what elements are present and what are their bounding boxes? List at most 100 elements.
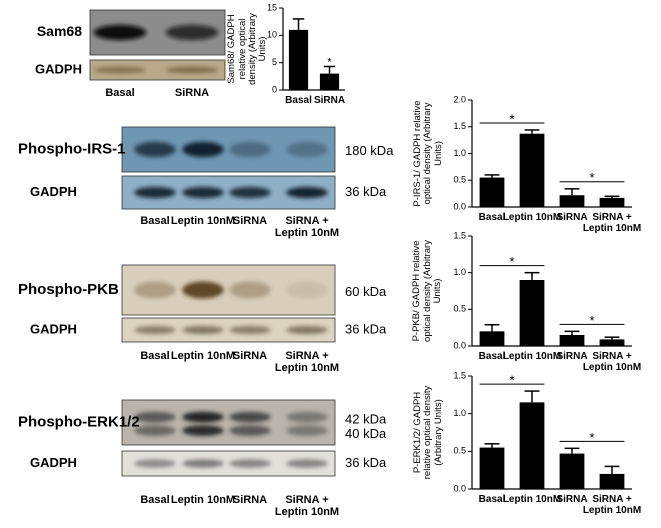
band [134,459,176,468]
x-tick-label: SiRNA [556,212,588,223]
bar [519,133,545,207]
blot-target-label: Phospho-ERK1/2 [18,413,140,430]
y-tick-label: 0.0 [453,201,466,211]
significance-label: * [509,373,514,388]
bar [599,339,625,346]
y-tick-label: 0 [272,84,277,94]
band [182,141,224,158]
band [286,425,328,436]
lane-label: Basal [140,350,170,362]
bar [479,331,505,346]
kda-label: 180 kDa [345,143,394,158]
band [182,425,224,436]
lane-label: SiRNA + Leptin 10nM [274,215,340,240]
lane-label: Basal [105,87,135,99]
bar [479,177,505,207]
x-tick-label: SiRNA [313,95,346,106]
bar [319,73,340,90]
band [134,411,176,423]
bar [479,447,505,489]
y-axis-label: P-IRS-1/ GADPH relative optical density … [375,100,482,207]
lane-label: Leptin 10nM [170,215,236,227]
blot-control-label: GADPH [30,184,77,199]
x-tick-label: Leptin 10nM [502,351,562,362]
bar [288,29,309,90]
kda-label: 36 kDa [345,455,387,470]
band [165,66,219,74]
band [134,425,176,436]
band [165,24,219,41]
x-tick-label: Basal [285,95,312,106]
band [286,186,328,199]
y-tick-label: 1.5 [453,370,466,380]
y-tick-label: 15 [267,2,277,12]
band [93,66,147,74]
lane-label: Leptin 10nM [170,494,236,506]
band [182,325,224,335]
band [286,411,328,423]
bar [519,402,545,489]
y-tick-label: 1.0 [453,267,466,277]
band [229,141,271,158]
y-tick-label: 1.0 [453,408,466,418]
y-tick-label: 0.5 [453,446,466,456]
x-tick-label: SiRNA + Leptin 10nM [582,351,642,373]
y-tick-label: 10 [267,30,277,40]
significance-label: * [327,56,332,68]
x-tick-label: Basal [478,212,506,223]
band [134,281,176,299]
lane-label: Leptin 10nM [170,350,236,362]
blot-control-label: GADPH [30,321,77,336]
band [134,141,176,158]
band [229,411,271,423]
band [93,24,147,41]
bar [559,195,585,207]
bar [519,280,545,346]
x-tick-label: Basal [478,494,506,505]
band [286,459,328,468]
band [229,325,271,335]
y-axis-label-text: P-PKB/ GADPH relative optical density (A… [411,240,444,342]
kda-label: 40 kDa [345,426,387,441]
kda-label: 60 kDa [345,284,387,299]
x-tick-label: SiRNA [556,351,588,362]
y-axis-label: P-ERK1/2/ GADPH relative optical density… [372,376,485,489]
band [229,281,271,299]
blot-control-label: GADPH [30,455,77,470]
y-tick-label: 0.5 [453,175,466,185]
lane-label: Basal [140,215,170,227]
x-tick-label: SiRNA + Leptin 10nM [582,494,642,516]
control-blot [89,59,226,81]
band [182,411,224,423]
lane-label: SiRNA [232,350,268,362]
lane-label: SiRNA + Leptin 10nM [274,494,340,519]
target-blot [121,399,336,446]
x-tick-label: SiRNA + Leptin 10nM [582,212,642,234]
band [229,459,271,468]
band [229,425,271,436]
lane-label: SiRNA [232,494,268,506]
kda-label: 36 kDa [345,184,387,199]
significance-label: * [589,313,594,328]
y-axis-label-text: P-IRS-1/ GADPH relative optical density … [411,100,444,207]
bar [559,453,585,489]
y-tick-label: 0.5 [453,304,466,314]
kda-label: 42 kDa [345,412,387,427]
blot-target-label: Phospho-PKB [18,281,119,298]
y-tick-label: 2.0 [453,94,466,104]
bar [599,473,625,489]
blot-target-label: Sam68 [37,23,82,39]
bar [559,335,585,346]
blot-control-label: GADPH [35,61,82,76]
band [286,141,328,158]
significance-label: * [509,254,514,269]
y-tick-label: 1.5 [453,121,466,131]
band [286,281,328,299]
lane-label: SiRNA [232,215,268,227]
x-tick-label: Leptin 10nM [502,494,562,505]
y-tick-label: 1.5 [453,230,466,240]
y-axis-label: P-PKB/ GADPH relative optical density (A… [373,236,483,346]
y-axis-label-text: P-ERK1/2/ GADPH relative optical density… [411,385,444,480]
